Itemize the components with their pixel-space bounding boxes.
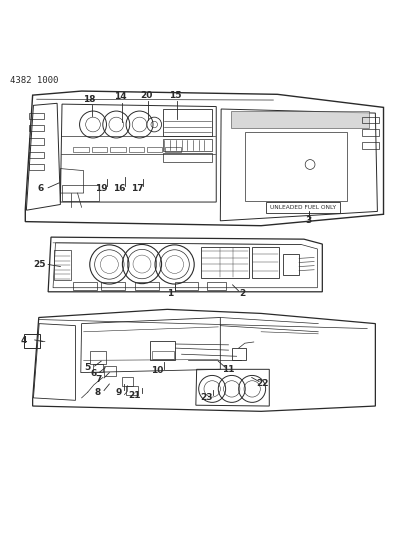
Bar (362, 130, 379, 135)
Bar (110, 147, 126, 152)
Bar (207, 282, 226, 290)
Text: 10: 10 (151, 366, 163, 375)
Bar (73, 282, 97, 290)
Bar (29, 139, 44, 144)
Bar (135, 282, 159, 290)
Text: 16: 16 (113, 184, 126, 192)
Bar (93, 365, 103, 372)
Bar (362, 117, 379, 123)
Text: 9: 9 (115, 387, 122, 397)
Bar (73, 147, 89, 152)
Bar (126, 386, 138, 394)
Text: 23: 23 (201, 393, 213, 402)
Text: 11: 11 (222, 365, 235, 374)
Bar (24, 334, 40, 348)
Bar (163, 109, 212, 136)
Text: 17: 17 (131, 184, 143, 192)
Bar (163, 139, 212, 151)
Text: 6: 6 (91, 369, 97, 378)
Bar (29, 125, 44, 132)
Text: 18: 18 (84, 95, 96, 104)
Bar (175, 282, 198, 290)
Bar (122, 377, 133, 386)
Bar (252, 247, 279, 278)
Bar (29, 152, 44, 158)
Text: UNLEADED FUEL ONLY: UNLEADED FUEL ONLY (270, 205, 336, 210)
Text: 4382 1000: 4382 1000 (10, 76, 59, 85)
Bar (283, 254, 299, 274)
Text: 19: 19 (95, 184, 107, 192)
Bar (101, 282, 125, 290)
Bar (232, 348, 246, 360)
Bar (165, 147, 181, 152)
Text: 6: 6 (38, 184, 44, 193)
Text: 25: 25 (34, 260, 46, 269)
Text: 21: 21 (129, 391, 141, 400)
Bar (62, 185, 99, 201)
Bar (150, 341, 175, 360)
Text: 22: 22 (256, 379, 268, 388)
Bar (29, 164, 44, 170)
Bar (245, 132, 347, 201)
Bar (90, 351, 106, 364)
Bar (231, 111, 369, 128)
Text: 3: 3 (306, 216, 312, 225)
Text: 7: 7 (95, 375, 102, 384)
Bar (29, 113, 44, 119)
Bar (104, 366, 116, 376)
Text: 4: 4 (20, 336, 27, 345)
Text: 5: 5 (84, 363, 91, 372)
Bar (201, 247, 249, 278)
Bar (362, 142, 379, 149)
Text: 2: 2 (239, 288, 246, 297)
Bar (152, 351, 174, 359)
Text: 15: 15 (169, 91, 182, 100)
Bar (147, 147, 162, 152)
Text: 14: 14 (114, 92, 126, 101)
Bar (54, 250, 71, 279)
Text: 1: 1 (167, 288, 174, 297)
Bar (129, 147, 144, 152)
Bar (92, 147, 107, 152)
Text: 20: 20 (140, 91, 152, 100)
Text: 8: 8 (95, 388, 101, 397)
Bar (163, 154, 212, 163)
